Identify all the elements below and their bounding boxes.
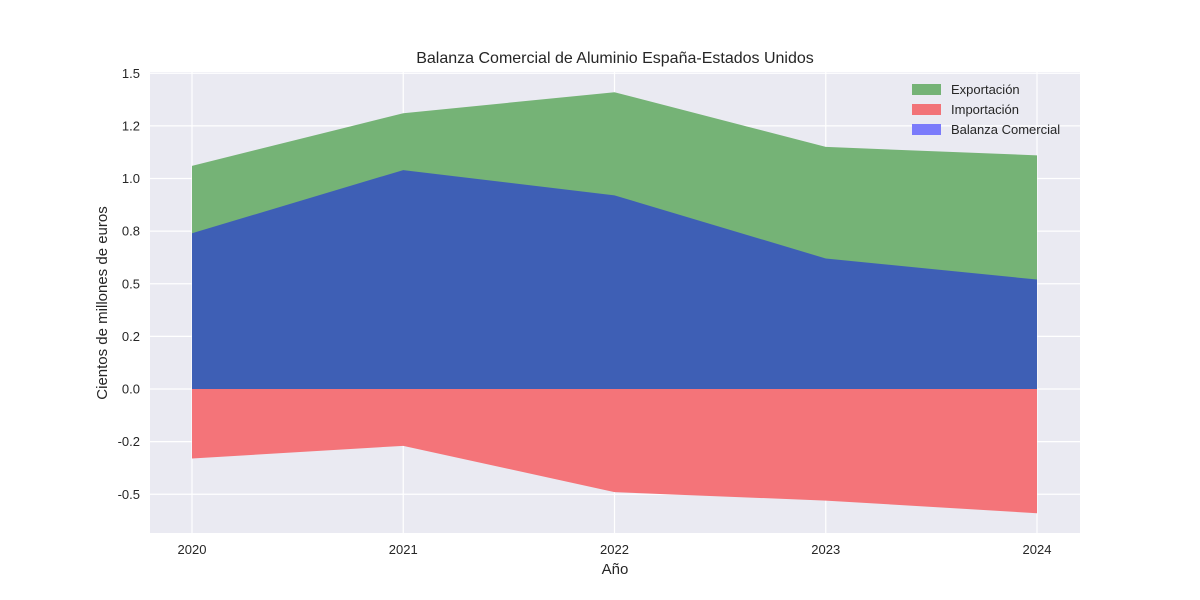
y-tick-label: 1.5	[122, 66, 140, 81]
x-axis-label: Año	[602, 561, 629, 578]
y-tick-label: -0.5	[118, 487, 140, 502]
y-tick-label: 0.0	[122, 382, 140, 397]
y-tick-label: 0.5	[122, 276, 140, 291]
x-tick-label: 2022	[600, 542, 629, 557]
x-axis-ticks: 2020 2021 2022 2023 2024	[178, 542, 1052, 557]
x-tick-label: 2020	[178, 542, 207, 557]
legend-label: Balanza Comercial	[951, 122, 1060, 137]
y-tick-label: -0.2	[118, 434, 140, 449]
legend-label: Importación	[951, 102, 1019, 117]
legend-label: Exportación	[951, 82, 1020, 97]
import-area	[192, 389, 1037, 514]
y-tick-label: 1.0	[122, 171, 140, 186]
y-axis-ticks: 1.5 1.2 1.0 0.8 0.5 0.2 0.0 -0.2 -0.5	[118, 66, 140, 502]
legend: Exportación Importación Balanza Comercial	[912, 82, 1060, 137]
legend-swatch	[912, 104, 941, 115]
area-series	[192, 92, 1037, 514]
balance-area	[192, 170, 1037, 389]
y-axis-label: Cientos de millones de euros	[94, 206, 111, 399]
y-tick-label: 0.8	[122, 224, 140, 239]
x-tick-label: 2021	[389, 542, 418, 557]
y-tick-label: 0.2	[122, 329, 140, 344]
y-tick-label: 1.2	[122, 118, 140, 133]
x-tick-label: 2023	[811, 542, 840, 557]
chart-title: Balanza Comercial de Aluminio España-Est…	[416, 50, 814, 67]
legend-swatch	[912, 124, 941, 135]
legend-swatch	[912, 84, 941, 95]
x-tick-label: 2024	[1023, 542, 1052, 557]
